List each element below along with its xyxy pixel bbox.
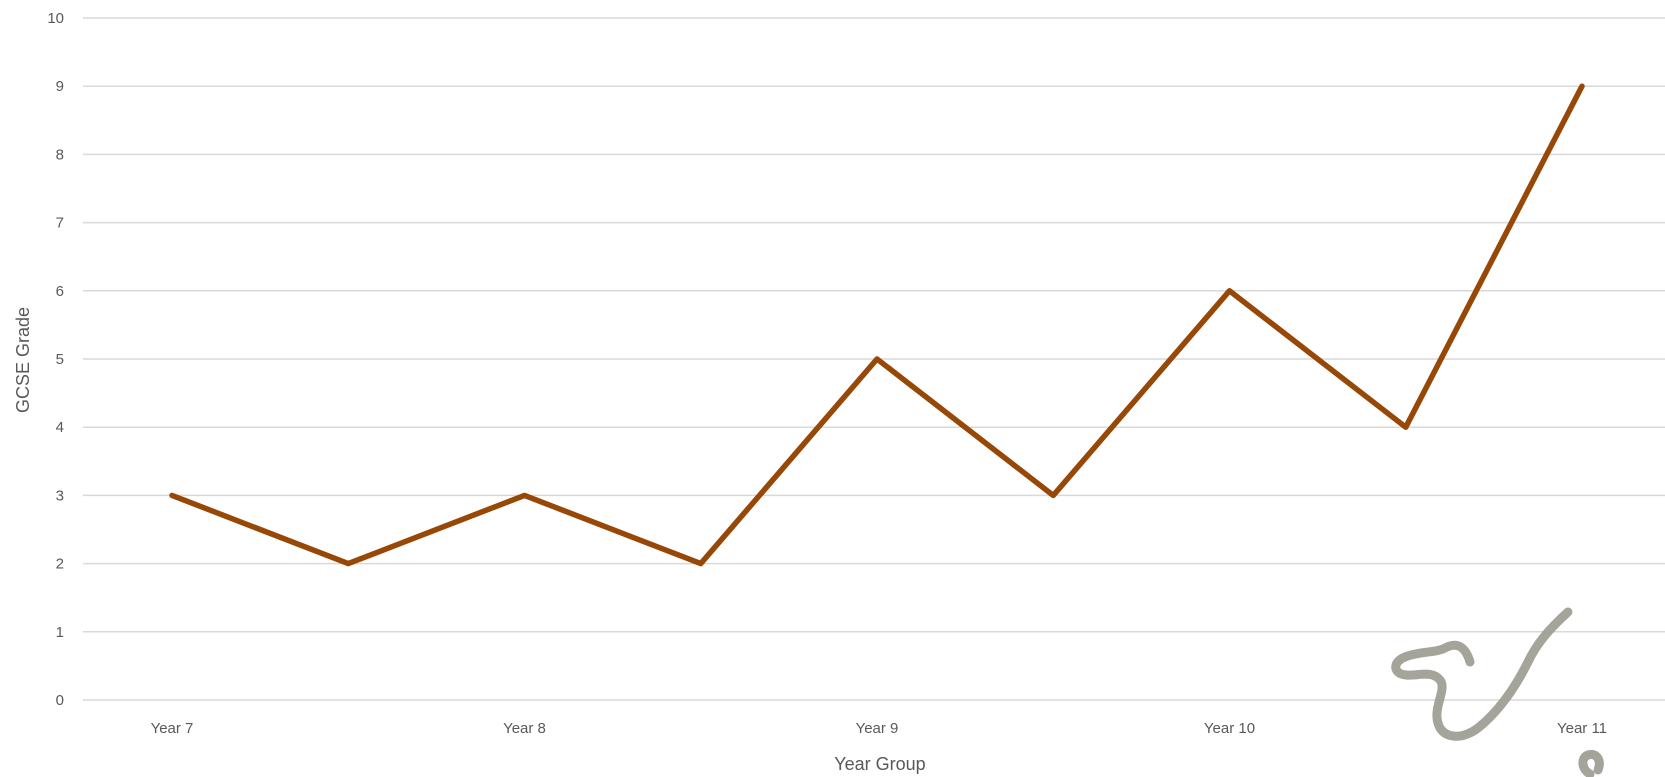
y-tick-label: 8: [56, 146, 64, 163]
y-tick-label: 1: [56, 624, 64, 641]
y-tick-label: 7: [56, 215, 64, 232]
y-tick-label: 2: [56, 556, 64, 573]
scribble-hook: [1578, 749, 1604, 777]
y-axis-ticks: 0 1 2 3 4 5 6 7 8 9 10: [47, 10, 64, 709]
x-tick-label: Year 9: [856, 720, 899, 737]
series-line: [169, 83, 1585, 567]
x-axis-ticks: Year 7 Year 8 Year 9 Year 10 Year 11: [151, 720, 1607, 737]
y-tick-label: 4: [56, 419, 64, 436]
y-tick-label: 0: [56, 692, 64, 709]
x-tick-label: Year 7: [151, 720, 194, 737]
x-axis-title: Year Group: [834, 754, 925, 774]
y-tick-label: 5: [56, 351, 64, 368]
scribble-annotation: [1391, 607, 1573, 741]
y-tick-label: 10: [47, 10, 64, 27]
x-tick-label: Year 11: [1557, 720, 1607, 737]
y-axis-title: GCSE Grade: [13, 307, 33, 413]
x-tick-label: Year 10: [1204, 720, 1255, 737]
series-layer: [169, 83, 1585, 567]
y-tick-label: 9: [56, 78, 64, 95]
y-tick-label: 3: [56, 487, 64, 504]
x-tick-label: Year 8: [503, 720, 546, 737]
y-tick-label: 6: [56, 283, 64, 300]
